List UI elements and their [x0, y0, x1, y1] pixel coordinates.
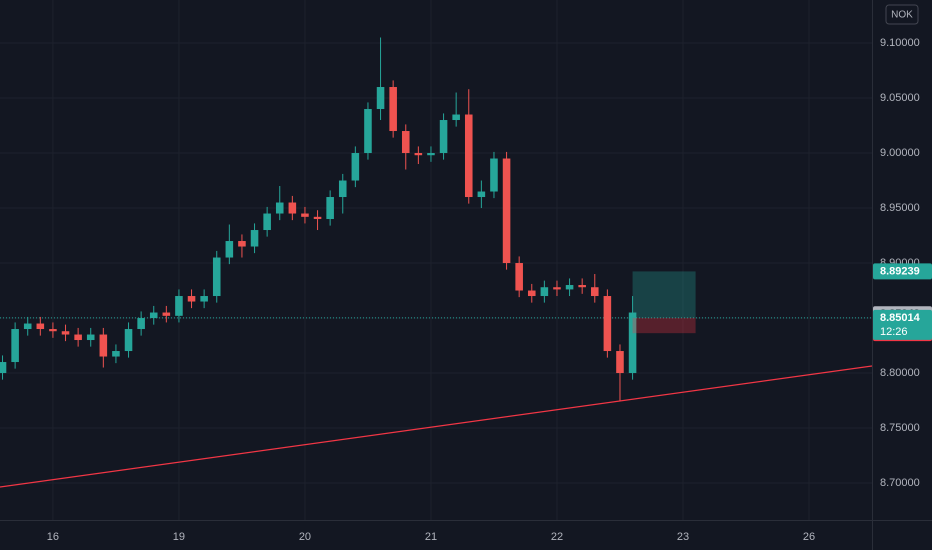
candle-body [616, 351, 624, 374]
candle-body [124, 329, 133, 352]
candle-body [414, 153, 423, 156]
candle-body [61, 331, 70, 335]
x-tick-label: 21 [425, 531, 437, 543]
candle-body [628, 312, 637, 374]
candle-body [175, 296, 183, 316]
last-price-box [873, 309, 932, 340]
candle-body [301, 213, 309, 217]
candle-body [578, 285, 586, 288]
y-tick-label: 8.70000 [880, 477, 920, 489]
candle-body [565, 285, 574, 290]
candle-body [590, 287, 599, 297]
candle-body [364, 109, 372, 154]
position-stop-zone [632, 317, 696, 334]
last-price-label: 8.85014 [880, 312, 921, 324]
candle-body [0, 362, 7, 374]
candle-body [225, 241, 234, 258]
y-tick-label: 8.80000 [880, 367, 920, 379]
plot-area [0, 0, 872, 520]
candle-body [200, 296, 208, 302]
candle-body [326, 197, 334, 220]
candle-body [540, 287, 549, 297]
candle-body [502, 158, 511, 264]
x-tick-label: 22 [551, 531, 563, 543]
candle-body [439, 120, 448, 154]
candle-body [490, 158, 498, 192]
y-tick-label: 9.10000 [880, 37, 920, 49]
candle-body [338, 180, 347, 198]
candle-body [401, 131, 410, 154]
candle-body [238, 241, 246, 247]
x-tick-label: 16 [47, 531, 59, 543]
candle-body [137, 318, 145, 330]
candle-body [99, 334, 108, 357]
candle-body [515, 263, 523, 291]
candle-body [162, 312, 171, 316]
candle-body [288, 202, 297, 214]
x-tick-label: 26 [803, 531, 815, 543]
candle-body [351, 153, 360, 181]
x-tick-label: 23 [677, 531, 689, 543]
candle-body [477, 191, 486, 198]
candle-body [187, 296, 196, 302]
candle-body [86, 334, 95, 341]
candle-body [23, 323, 32, 330]
candle-body [376, 87, 385, 110]
candle-body [313, 216, 322, 220]
candle-body [149, 312, 158, 319]
candle-body [275, 202, 284, 214]
trendline [0, 365, 872, 488]
y-tick-label: 9.00000 [880, 147, 920, 159]
candle-body [36, 323, 45, 330]
currency-badge[interactable] [885, 4, 919, 25]
candle-body [11, 329, 19, 363]
candle-body [553, 287, 561, 290]
currency: NOK [891, 10, 913, 21]
countdown: 12:26 [880, 326, 908, 338]
candle-body [389, 87, 397, 132]
candle-body [464, 114, 473, 198]
y-tick-label: 8.75000 [880, 422, 920, 434]
candle-body [603, 296, 612, 352]
candle-body [212, 257, 221, 297]
candle-body [427, 153, 435, 156]
candle-body [49, 329, 57, 332]
y-tick-label: 9.05000 [880, 92, 920, 104]
price-label-box [873, 263, 932, 280]
y-tick-label: 8.95000 [880, 202, 920, 214]
price-label: 8.89239 [880, 265, 920, 277]
x-tick-label: 20 [299, 531, 311, 543]
candle-body [527, 290, 536, 297]
candle-body [452, 114, 460, 121]
candle-body [112, 351, 120, 357]
candle-body [74, 334, 82, 341]
x-tick-label: 19 [173, 531, 185, 543]
candle-body [250, 230, 259, 247]
position-target-zone [632, 271, 696, 318]
candle-body [263, 213, 271, 231]
